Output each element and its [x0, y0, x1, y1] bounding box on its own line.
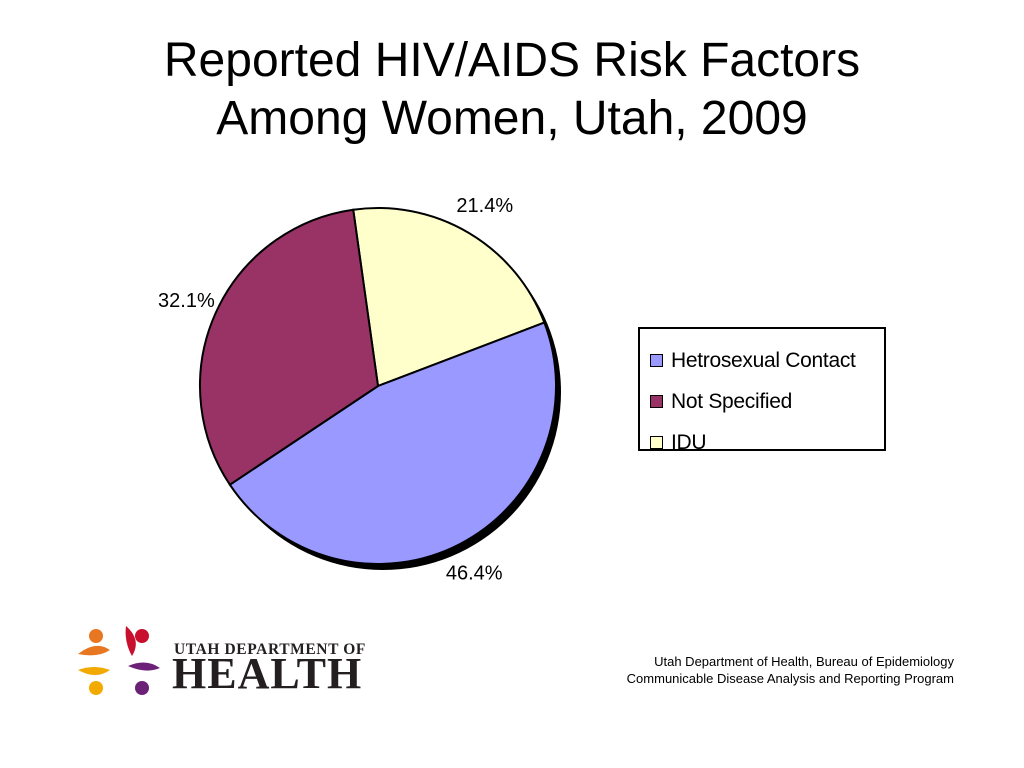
legend-item-idu: IDU — [650, 422, 884, 463]
credits-line-2: Communicable Disease Analysis and Report… — [626, 671, 954, 686]
legend-swatch — [650, 436, 663, 449]
source-credits: Utah Department of Health, Bureau of Epi… — [627, 653, 954, 687]
legend-label: Not Specified — [671, 389, 793, 413]
pie-data-label: 46.4% — [446, 563, 503, 585]
title-line-1: Reported HIV/AIDS Risk Factors — [163, 34, 861, 87]
pie-chart: 21.4% 46.4% 32.1% — [158, 195, 561, 585]
logo-petal-yellow — [78, 667, 110, 675]
legend-label: Hetrosexual Contact — [671, 348, 856, 372]
logo-dot-purple — [135, 681, 149, 695]
pie-slice-not-specified — [199, 208, 380, 487]
logo-line-2: HEALTH — [172, 649, 363, 698]
logo-petal-purple — [128, 662, 160, 671]
logo-dot-yellow — [89, 681, 103, 695]
utah-health-logo: UTAH DEPARTMENT OF HEALTH — [74, 618, 374, 708]
pie-data-label: 32.1% — [158, 290, 215, 312]
pie-slice-idu — [352, 207, 546, 388]
logo-mark-icon — [78, 626, 160, 695]
logo-dot-red — [135, 629, 149, 643]
logo-petal-orange — [78, 645, 110, 656]
credits-line-1: Utah Department of Health, Bureau of Epi… — [654, 654, 954, 669]
logo-petal-red — [125, 626, 136, 656]
chart-legend: Hetrosexual Contact Not Specified IDU — [638, 327, 886, 454]
legend-item-not-specified: Not Specified — [650, 381, 884, 422]
chart-title: Reported HIV/AIDS Risk Factors Among Wom… — [0, 32, 1024, 148]
pie-slice-hetrosexual-contact — [228, 321, 557, 565]
title-line-2: Among Women, Utah, 2009 — [216, 92, 808, 145]
legend-label: IDU — [671, 430, 707, 454]
legend-item-hetrosexual-contact: Hetrosexual Contact — [650, 340, 884, 381]
legend-swatch — [650, 395, 663, 408]
logo-line-1: UTAH DEPARTMENT OF — [174, 641, 366, 658]
legend-swatch — [650, 354, 663, 367]
logo-dot-orange — [89, 629, 103, 643]
pie-data-label: 21.4% — [456, 195, 513, 217]
